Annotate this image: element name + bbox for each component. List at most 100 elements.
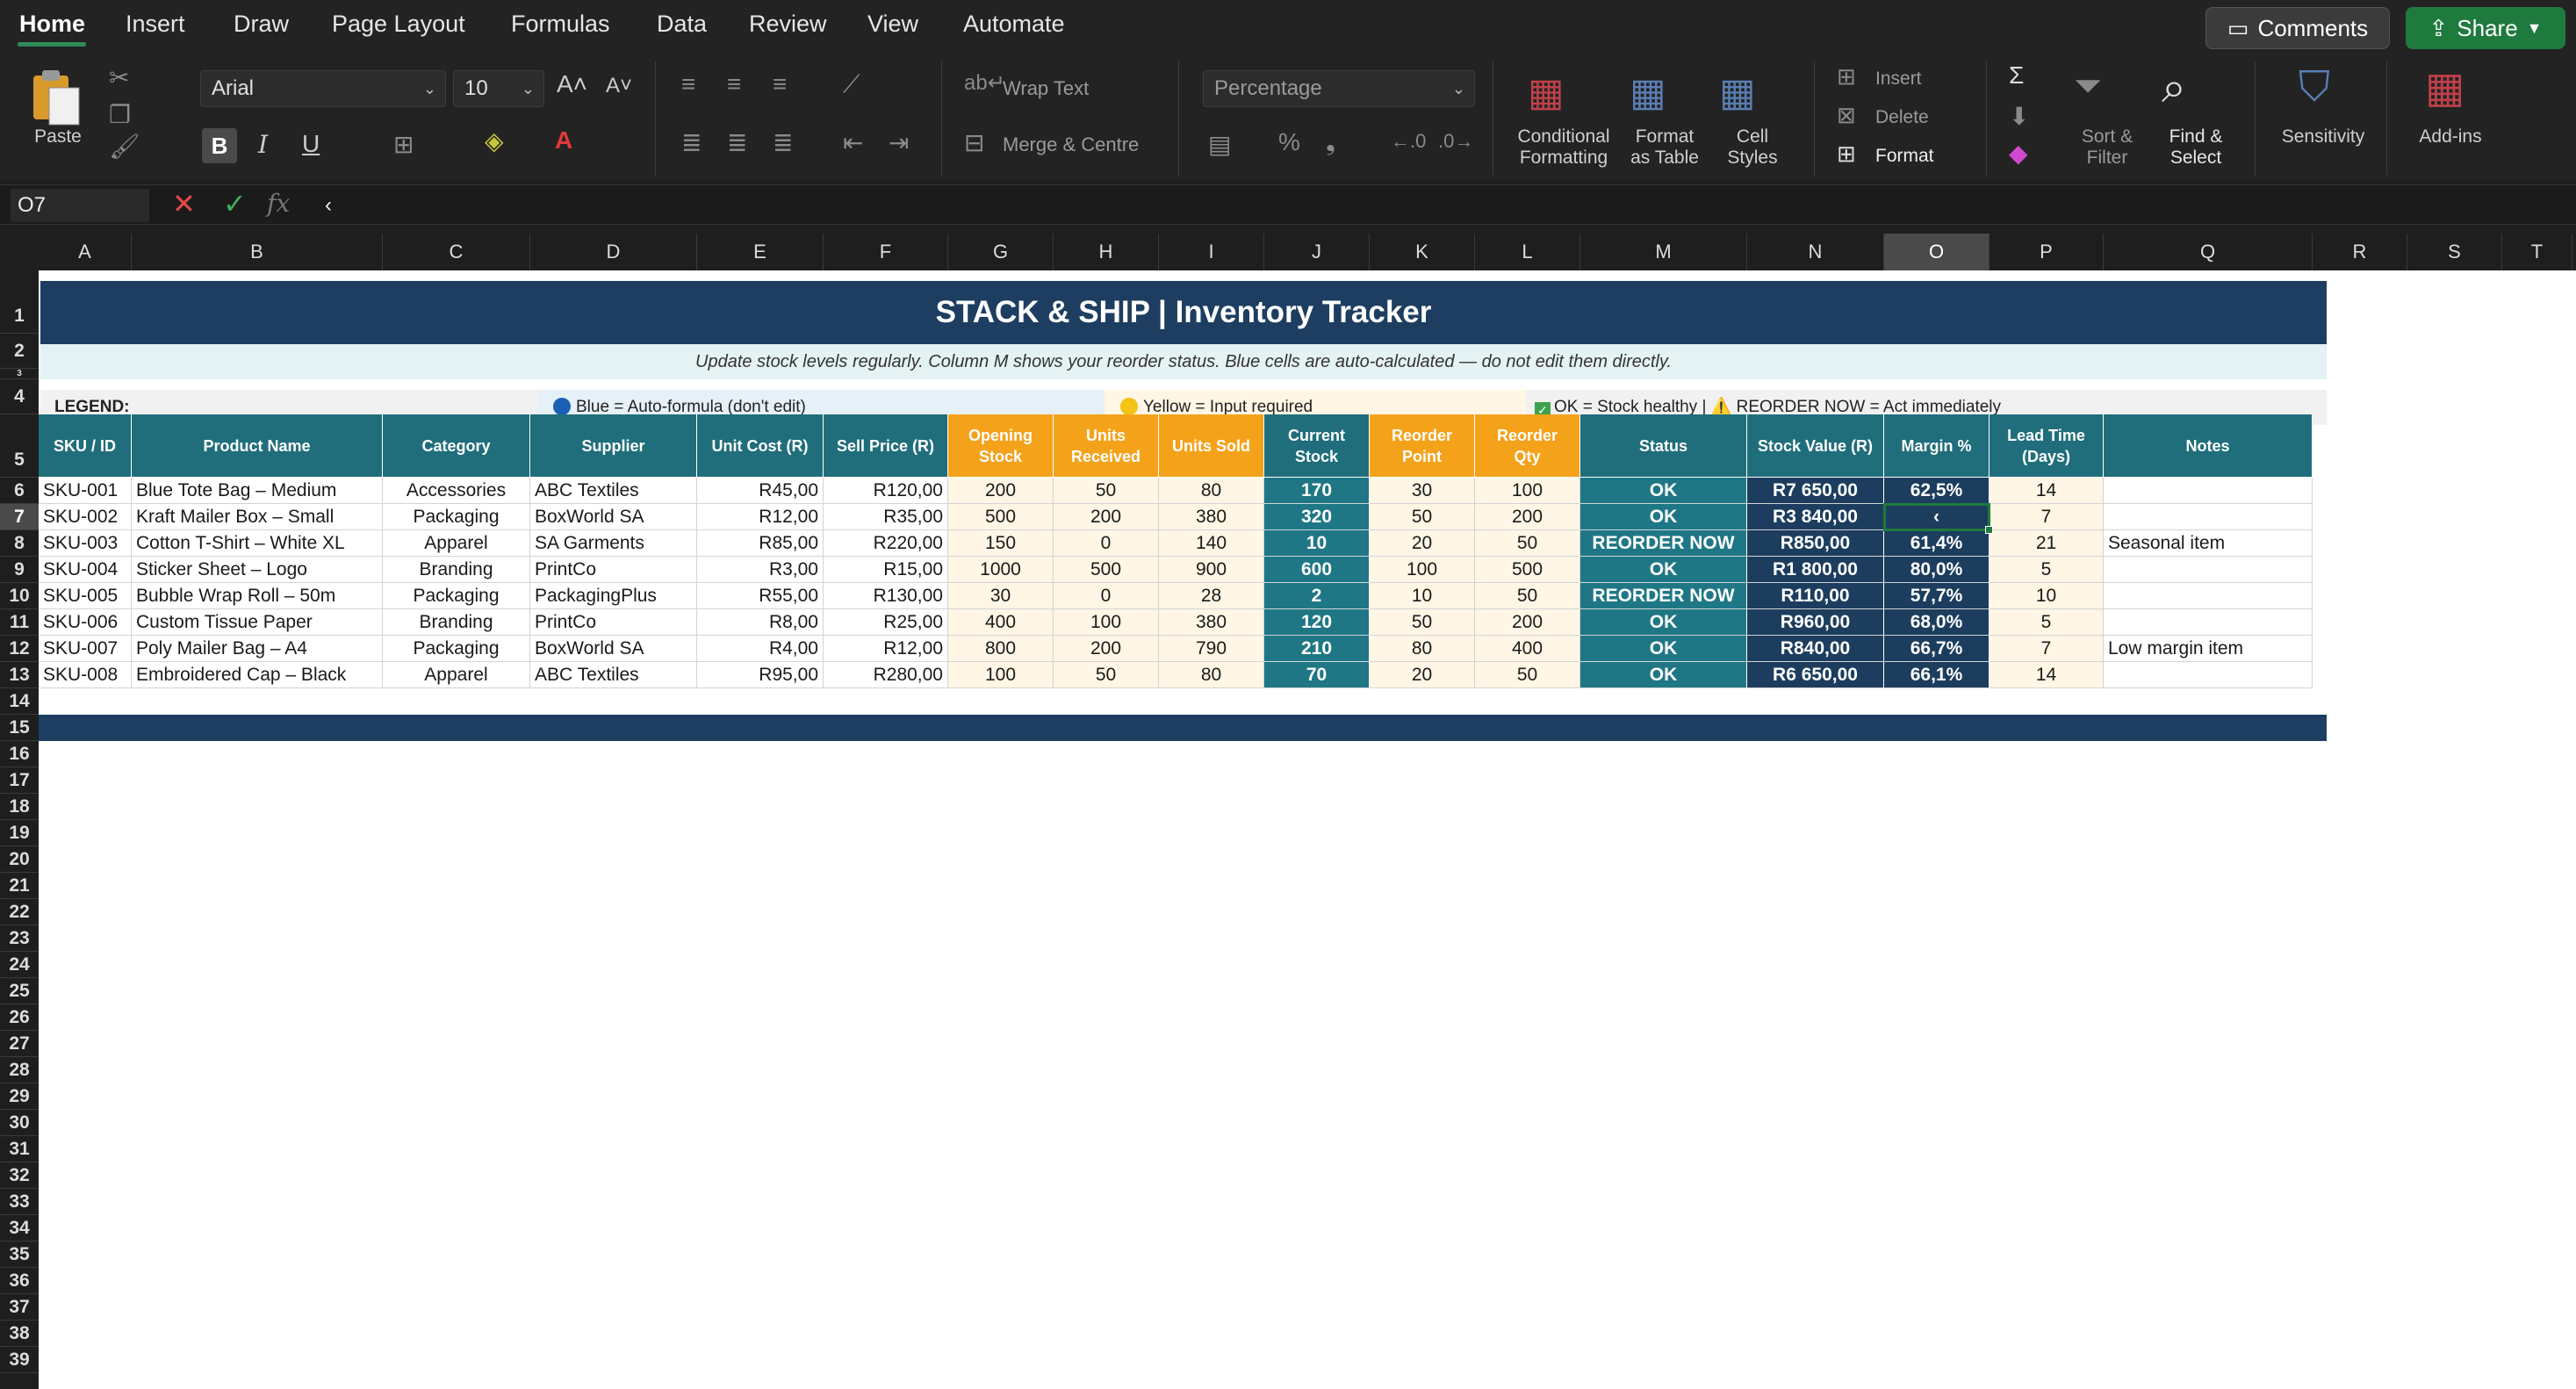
cell-margin[interactable]: 80,0% (1884, 557, 1990, 583)
decrease-indent-icon[interactable]: ⇤ (843, 129, 864, 156)
row-header-30[interactable]: 30 (0, 1110, 39, 1136)
cell-supplier[interactable]: PackagingPlus (530, 583, 697, 609)
cell-opening[interactable]: 1000 (948, 557, 1054, 583)
header-category[interactable]: Category (383, 414, 530, 478)
cell-sold[interactable]: 28 (1159, 583, 1264, 609)
format-as-table-icon[interactable]: ▦ (1630, 71, 1666, 114)
header-reorder-point[interactable]: Reorder Point (1370, 414, 1475, 478)
align-right-icon[interactable]: ≣ (773, 129, 794, 156)
header-notes[interactable]: Notes (2104, 414, 2313, 478)
cell-cost[interactable]: R3,00 (697, 557, 824, 583)
column-header-f[interactable]: F (824, 234, 948, 270)
cell-reorder-qty[interactable]: 50 (1475, 530, 1580, 557)
header-current[interactable]: Current Stock (1264, 414, 1370, 478)
tab-draw[interactable]: Draw (234, 11, 290, 37)
insert-cells-icon[interactable]: ⊞ (1837, 63, 1856, 90)
insert-cells-button[interactable]: Insert (1875, 68, 1922, 89)
cell-status[interactable]: OK (1580, 636, 1747, 662)
cell-cost[interactable]: R45,00 (697, 478, 824, 504)
cell-price[interactable]: R25,00 (824, 609, 948, 636)
row-header-39[interactable]: 39 (0, 1347, 39, 1373)
cell-margin[interactable]: 62,5% (1884, 478, 1990, 504)
cell-current[interactable]: 170 (1264, 478, 1370, 504)
header-sold[interactable]: Units Sold (1159, 414, 1264, 478)
column-header-o[interactable]: O (1884, 234, 1990, 270)
row-header-25[interactable]: 25 (0, 978, 39, 1004)
row-header-11[interactable]: 11 (0, 609, 39, 636)
cell-sku[interactable]: SKU-003 (39, 530, 132, 557)
cell-reorder-point[interactable]: 100 (1370, 557, 1475, 583)
cell-received[interactable]: 50 (1054, 478, 1159, 504)
cell-margin[interactable]: 61,4% (1884, 530, 1990, 557)
cell-value[interactable]: R850,00 (1747, 530, 1884, 557)
cell-name[interactable]: Custom Tissue Paper (132, 609, 383, 636)
cell-notes[interactable] (2104, 609, 2313, 636)
row-header-27[interactable]: 27 (0, 1031, 39, 1057)
decrease-decimal-icon[interactable]: .0→ (1438, 130, 1474, 152)
cell-price[interactable]: R12,00 (824, 636, 948, 662)
cell-status[interactable]: OK (1580, 504, 1747, 530)
cell-status[interactable]: OK (1580, 557, 1747, 583)
header-price[interactable]: Sell Price (R) (824, 414, 948, 478)
column-header-r[interactable]: R (2313, 234, 2407, 270)
clear-icon[interactable]: ◆ (2009, 140, 2028, 167)
cell-price[interactable]: R130,00 (824, 583, 948, 609)
row-header-26[interactable]: 26 (0, 1004, 39, 1031)
header-received[interactable]: Units Received (1054, 414, 1159, 478)
number-format-select[interactable]: Percentage ⌄ (1203, 70, 1475, 107)
cell-category[interactable]: Packaging (383, 583, 530, 609)
find-select-button[interactable]: Find & Select (2169, 126, 2223, 168)
fill-handle[interactable] (1985, 526, 1993, 534)
delete-cells-button[interactable]: Delete (1875, 107, 1929, 127)
cell-opening[interactable]: 800 (948, 636, 1054, 662)
cell-cost[interactable]: R12,00 (697, 504, 824, 530)
row-header-1[interactable]: 1 (0, 270, 39, 334)
column-header-p[interactable]: P (1990, 234, 2104, 270)
header-status[interactable]: Status (1580, 414, 1747, 478)
increase-indent-icon[interactable]: ⇥ (889, 129, 910, 156)
header-margin[interactable]: Margin % (1884, 414, 1990, 478)
column-header-g[interactable]: G (948, 234, 1054, 270)
cell-current[interactable]: 600 (1264, 557, 1370, 583)
row-header-38[interactable]: 38 (0, 1321, 39, 1347)
cell-status[interactable]: OK (1580, 662, 1747, 688)
cell-sku[interactable]: SKU-002 (39, 504, 132, 530)
cell-price[interactable]: R35,00 (824, 504, 948, 530)
tab-home[interactable]: Home (19, 11, 86, 37)
cell-value[interactable]: R840,00 (1747, 636, 1884, 662)
cell-value[interactable]: R7 650,00 (1747, 478, 1884, 504)
cell-lead[interactable]: 10 (1990, 583, 2104, 609)
row-header-22[interactable]: 22 (0, 899, 39, 925)
column-header-q[interactable]: Q (2104, 234, 2313, 270)
align-bottom-icon[interactable]: ≡ (773, 70, 788, 97)
cell-name[interactable]: Cotton T-Shirt – White XL (132, 530, 383, 557)
row-header-33[interactable]: 33 (0, 1189, 39, 1215)
comma-style-icon[interactable]: ❟ (1326, 128, 1335, 155)
cell-margin[interactable]: 66,7% (1884, 636, 1990, 662)
cell-supplier[interactable]: BoxWorld SA (530, 636, 697, 662)
cell-sold[interactable]: 380 (1159, 504, 1264, 530)
cell-sku[interactable]: SKU-001 (39, 478, 132, 504)
conditional-formatting-button[interactable]: Conditional Formatting (1517, 126, 1610, 168)
cell-received[interactable]: 500 (1054, 557, 1159, 583)
row-header-10[interactable]: 10 (0, 583, 39, 609)
row-header-36[interactable]: 36 (0, 1268, 39, 1294)
cell-name[interactable]: Poly Mailer Bag – A4 (132, 636, 383, 662)
underline-button[interactable]: U (302, 130, 320, 157)
column-header-l[interactable]: L (1475, 234, 1580, 270)
column-header-h[interactable]: H (1054, 234, 1159, 270)
fill-icon[interactable]: ⬇ (2009, 103, 2030, 130)
cell-notes[interactable]: Low margin item (2104, 636, 2313, 662)
formula-input[interactable]: ‹ (320, 189, 2541, 222)
cell-received[interactable]: 0 (1054, 530, 1159, 557)
increase-decimal-icon[interactable]: ←.0 (1391, 130, 1427, 152)
header-opening[interactable]: Opening Stock (948, 414, 1054, 478)
cell-name[interactable]: Bubble Wrap Roll – 50m (132, 583, 383, 609)
cell-cost[interactable]: R8,00 (697, 609, 824, 636)
sheet-title[interactable]: STACK & SHIP | Inventory Tracker (40, 281, 2327, 344)
cell-notes[interactable]: Seasonal item (2104, 530, 2313, 557)
row-header-4[interactable]: 4 (0, 379, 39, 414)
row-header-20[interactable]: 20 (0, 846, 39, 873)
header-sku[interactable]: SKU / ID (39, 414, 132, 478)
cell-category[interactable]: Apparel (383, 662, 530, 688)
